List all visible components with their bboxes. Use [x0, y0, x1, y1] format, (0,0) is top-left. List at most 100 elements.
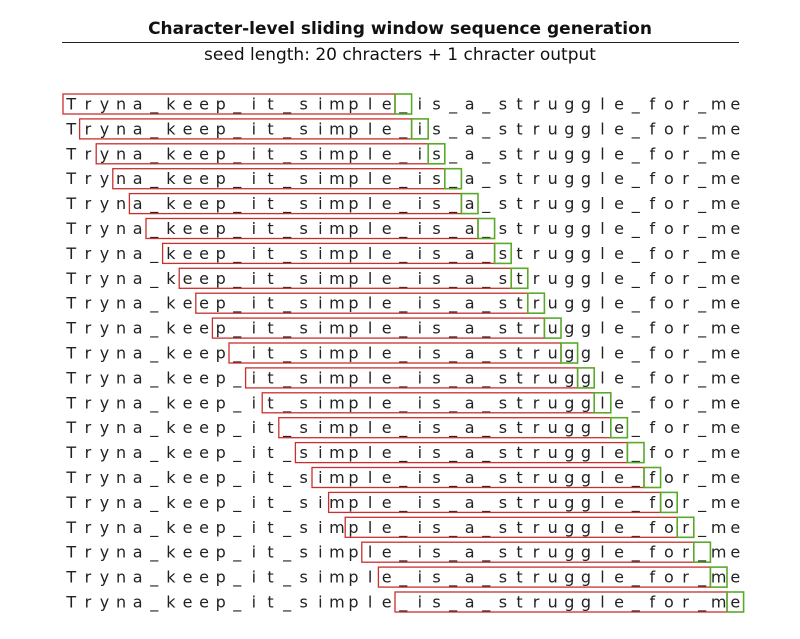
sequence-character: g [581, 319, 591, 338]
sequence-character: a [465, 219, 475, 238]
sequence-character: _ [282, 219, 292, 239]
sequence-character: _ [232, 169, 242, 189]
sequence-character: a [465, 294, 475, 313]
sequence-character: _ [481, 194, 491, 214]
sequence-character: l [368, 144, 372, 163]
sequence-character: g [581, 144, 591, 163]
sequence-character: a [133, 518, 143, 537]
sequence-character: k [166, 144, 176, 163]
sequence-character: _ [282, 269, 292, 289]
sequence-character: _ [149, 368, 159, 388]
sequence-character: _ [448, 593, 458, 613]
sequence-character: _ [631, 169, 641, 189]
sequence-character: e [183, 393, 193, 412]
sequence-character: e [614, 593, 624, 612]
sequence-character: k [166, 269, 176, 288]
sequence-character: a [133, 319, 143, 338]
sequence-character: s [300, 393, 308, 412]
sequence-character: _ [398, 219, 408, 239]
sequence-character: g [564, 269, 574, 288]
sequence-character: e [183, 144, 193, 163]
sequence-character: i [418, 219, 422, 238]
sequence-character: e [614, 319, 624, 338]
sequence-character: f [649, 418, 655, 437]
sequence-character: e [382, 393, 392, 412]
sequence-character: a [465, 418, 475, 437]
sequence-character: p [348, 194, 358, 213]
sequence-character: e [382, 95, 392, 114]
sequence-character: _ [398, 194, 408, 214]
sequence-character: r [85, 368, 92, 387]
sequence-character: p [216, 144, 226, 163]
sequence-character: T [65, 593, 76, 612]
sequence-character: _ [481, 393, 491, 413]
sequence-character: l [368, 344, 372, 363]
sequence-character: e [382, 344, 392, 363]
sequence-character: g [581, 468, 591, 487]
sequence-character: t [267, 443, 273, 462]
sequence-character: e [199, 319, 209, 338]
sequence-character: e [199, 543, 209, 562]
sequence-character: i [252, 119, 256, 138]
sequence-character: l [368, 169, 372, 188]
sequence-character: m [711, 393, 727, 412]
sequence-character: p [216, 344, 226, 363]
sequence-character: o [664, 294, 674, 313]
sequence-character: t [267, 119, 273, 138]
sequence-character: u [548, 393, 558, 412]
sequence-character: s [300, 493, 308, 512]
sequence-character: s [300, 344, 308, 363]
sequence-character: y [100, 443, 109, 462]
sequence-character: e [382, 468, 392, 487]
sequence-character: l [368, 219, 372, 238]
sequence-character: f [649, 319, 655, 338]
sequence-character: t [267, 169, 273, 188]
sequence-character: a [133, 393, 143, 412]
sequence-character: p [216, 493, 226, 512]
sequence-character: i [318, 418, 322, 437]
output-char-box [560, 342, 579, 364]
seed-window-box [327, 491, 662, 514]
sequence-character: u [548, 418, 558, 437]
sequence-character: g [564, 443, 574, 462]
sequence-character: T [65, 543, 76, 562]
output-char-box [460, 192, 479, 215]
sequence-character: e [382, 518, 392, 537]
sequence-character: y [100, 418, 109, 437]
sequence-character: s [499, 493, 507, 512]
sequence-character: p [216, 269, 226, 288]
sequence-character: i [318, 319, 322, 338]
sequence-character: _ [232, 518, 242, 538]
sequence-character: l [368, 418, 372, 437]
sequence-character: e [183, 294, 193, 313]
sequence-character: u [548, 344, 558, 363]
sequence-character: a [465, 269, 475, 288]
sequence-character: i [418, 593, 422, 612]
sequence-character: e [199, 468, 209, 487]
sequence-character: e [183, 269, 193, 288]
sequence-character: T [65, 144, 76, 163]
sequence-character: n [116, 194, 126, 213]
sequence-character: r [85, 95, 92, 114]
sequence-character: k [166, 518, 176, 537]
sequence-character: _ [232, 119, 242, 139]
sequence-character: t [516, 468, 522, 487]
sequence-character: e [730, 344, 740, 363]
sequence-character: _ [448, 219, 458, 239]
sequence-character: n [116, 319, 126, 338]
sequence-character: _ [448, 518, 458, 538]
sequence-character: _ [481, 319, 491, 339]
sequence-character: g [564, 194, 574, 213]
sequence-character: i [418, 244, 422, 263]
sequence-character: p [348, 418, 358, 437]
seed-window-box [128, 192, 463, 215]
sequence-character: m [711, 144, 727, 163]
sequence-character: f [649, 144, 655, 163]
sequence-character: e [730, 294, 740, 313]
sequence-character: m [711, 169, 727, 188]
sequence-character: s [432, 144, 440, 163]
sequence-character: _ [398, 269, 408, 289]
sequence-character: i [252, 393, 256, 412]
